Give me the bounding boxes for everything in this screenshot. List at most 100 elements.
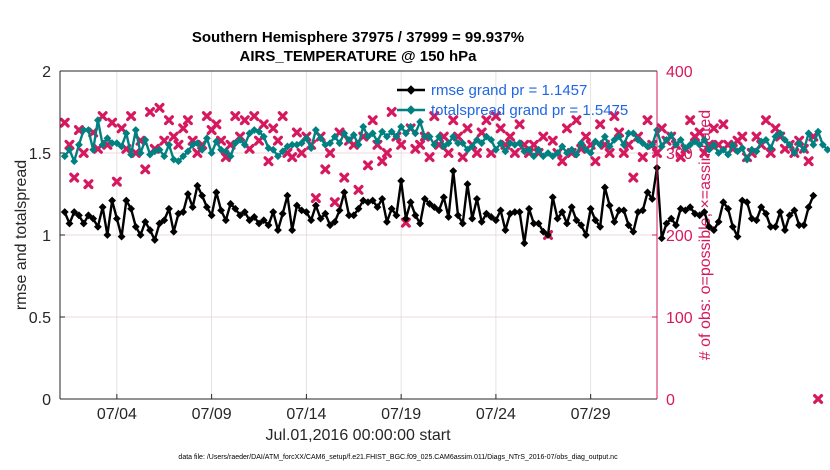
totalspread-point [733, 147, 742, 156]
rmse-point [752, 216, 761, 225]
totalspread-point [610, 135, 619, 144]
rmse-point [150, 236, 159, 244]
rmse-point [221, 216, 230, 225]
totalspread-point [330, 132, 339, 141]
obs-point [623, 139, 634, 150]
totalspread-point [354, 140, 363, 149]
totalspread-point [525, 145, 533, 154]
rmse-point [383, 217, 391, 226]
obs-marker-stroke [254, 135, 264, 146]
obs-point [415, 139, 426, 150]
obs-marker-stroke [367, 115, 378, 126]
rmse-point [401, 214, 410, 223]
obs-marker-stroke [813, 394, 824, 404]
totalspread-point [809, 140, 818, 149]
totalspread-point [700, 135, 709, 144]
rmse-point [79, 219, 88, 228]
totalspread-point [482, 132, 491, 141]
obs-marker-stroke [462, 123, 473, 134]
obs-marker-stroke [760, 115, 771, 126]
rmse-point [804, 203, 813, 212]
y-right-tick-label: 400 [666, 64, 693, 81]
obs-point [329, 197, 340, 208]
y-left-tick-label: 1.5 [29, 146, 51, 163]
totalspread-point [179, 152, 188, 161]
obs-point [443, 148, 454, 158]
obs-marker-stroke [765, 148, 776, 158]
rmse-point [359, 196, 368, 205]
obs-marker-stroke [400, 217, 411, 228]
obs-point [803, 156, 814, 167]
obs-marker-stroke [561, 123, 572, 134]
obs-marker-stroke [296, 148, 307, 158]
rmse-point [785, 211, 794, 220]
obs-point [73, 125, 84, 136]
rmse-point [596, 222, 605, 231]
obs-marker-stroke [173, 139, 184, 150]
obs-marker-stroke [528, 139, 539, 150]
obs-point [694, 127, 705, 138]
totalspread-point [662, 135, 671, 144]
rmse-point [392, 211, 401, 220]
obs-marker-stroke [216, 135, 227, 146]
totalspread-point [98, 140, 107, 149]
rmse-point [610, 217, 619, 226]
obs-point [244, 143, 255, 154]
rmse-point [420, 195, 429, 203]
totalspread-point [563, 149, 571, 157]
totalspread-point [274, 152, 282, 161]
rmse-point [330, 217, 339, 226]
obs-point [140, 164, 151, 175]
obs-marker-stroke [443, 148, 454, 158]
totalspread-point [529, 152, 538, 161]
totalspread-point [401, 129, 410, 138]
rmse-point [553, 214, 562, 223]
totalspread-point [406, 122, 415, 131]
obs-point [173, 139, 184, 150]
totalspread-point [781, 135, 789, 144]
obs-point [126, 111, 137, 122]
obs-marker-stroke [481, 115, 492, 126]
totalspread-point [515, 139, 524, 148]
obs-marker-stroke [92, 143, 103, 154]
totalspread-point [743, 155, 751, 164]
totalspread-point [444, 139, 453, 148]
totalspread-point [212, 137, 221, 146]
rmse-point [496, 206, 505, 215]
totalspread-point [572, 150, 581, 159]
totalspread-point [131, 126, 140, 134]
rmse-point [378, 195, 387, 203]
obs-point [111, 176, 122, 187]
obs-point [481, 115, 492, 126]
obs-marker-stroke [514, 119, 525, 130]
totalspread-point [567, 145, 576, 154]
obs-point [339, 172, 350, 183]
obs-point [178, 123, 189, 134]
obs-point [83, 179, 94, 190]
totalspread-point [766, 144, 775, 152]
totalspread-point [657, 142, 666, 151]
rmse-point [591, 216, 600, 225]
totalspread-point [231, 139, 240, 148]
rmse-point [179, 208, 188, 216]
rmse-point [75, 211, 83, 220]
legend: rmse grand pr = 1.1457 totalspread grand… [397, 82, 628, 119]
totalspread-point [705, 145, 714, 154]
obs-marker-stroke [476, 127, 487, 138]
y-left-tick-label: 2 [42, 64, 51, 81]
obs-marker-stroke [471, 148, 482, 158]
obs-marker-stroke [770, 123, 781, 134]
obs-point [590, 156, 601, 167]
obs-marker-stroke [272, 135, 283, 146]
rmse-point [231, 204, 240, 213]
totalspread-point [818, 140, 827, 149]
obs-point [448, 115, 459, 126]
obs-point [97, 111, 108, 122]
rmse-point [473, 195, 481, 203]
rmse-point [738, 196, 747, 205]
obs-point [609, 111, 620, 122]
obs-marker-stroke [140, 164, 151, 175]
obs-point [296, 148, 307, 158]
obs-marker-stroke [604, 148, 615, 158]
obs-point [505, 131, 516, 142]
